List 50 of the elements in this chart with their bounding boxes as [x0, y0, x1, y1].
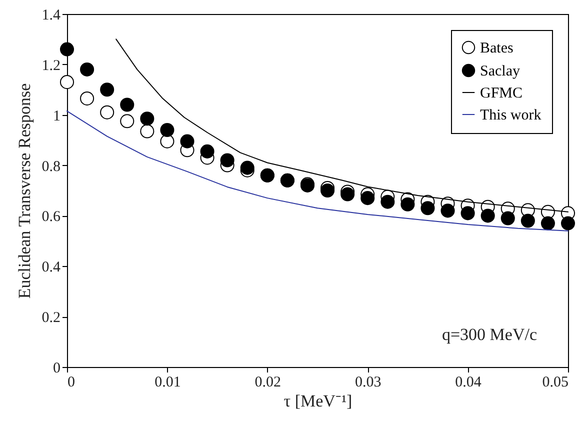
point [500, 211, 515, 226]
point [100, 82, 114, 97]
point [60, 42, 74, 56]
legend-label: GFMC [480, 86, 523, 102]
point [140, 112, 154, 126]
point [520, 214, 535, 228]
point [120, 114, 134, 128]
point [540, 216, 555, 230]
point [360, 191, 375, 206]
y-tick-label: 0.6 [42, 209, 61, 226]
y-tick-label: 0.2 [42, 310, 60, 326]
point [80, 62, 94, 76]
point [240, 160, 254, 175]
y-tick-label: 0.8 [42, 158, 60, 175]
x-tick-label: 0.05 [542, 374, 568, 390]
x-tick-label: 0 [68, 374, 75, 390]
point [400, 197, 415, 212]
point [320, 183, 335, 198]
point [200, 144, 214, 158]
legend-label: This work [480, 108, 542, 124]
x-axis-title: τ [MeV⁻¹] [284, 392, 352, 410]
point [220, 153, 234, 168]
y-tick-label: 1.2 [42, 58, 60, 74]
point [180, 134, 194, 148]
y-axis-title: Euclidean Transverse Response [14, 83, 34, 299]
point [120, 98, 134, 112]
y-tick-label: 0 [53, 360, 60, 376]
point [380, 194, 395, 209]
point [160, 122, 174, 137]
legend-label: Bates [480, 40, 514, 56]
x-tick-label: 0.01 [154, 374, 181, 390]
point [160, 134, 174, 148]
annotation: q=300 MeV/c [442, 325, 538, 344]
legend-label: Saclay [480, 64, 520, 80]
point [420, 201, 435, 216]
y-tick-label: 1.4 [42, 8, 61, 24]
point [460, 206, 475, 220]
point [60, 75, 74, 90]
x-tick-label: 0.02 [254, 374, 282, 390]
point [140, 124, 154, 138]
y-tick-label: 1 [53, 108, 60, 124]
point [80, 91, 94, 106]
point [560, 216, 576, 230]
x-tick-label: 0.04 [455, 374, 482, 390]
point [480, 208, 495, 223]
point [440, 204, 455, 218]
point [340, 187, 355, 202]
y-tick-label: 0.4 [42, 260, 61, 276]
point [100, 105, 114, 120]
x-tick-label: 0.03 [354, 374, 382, 390]
